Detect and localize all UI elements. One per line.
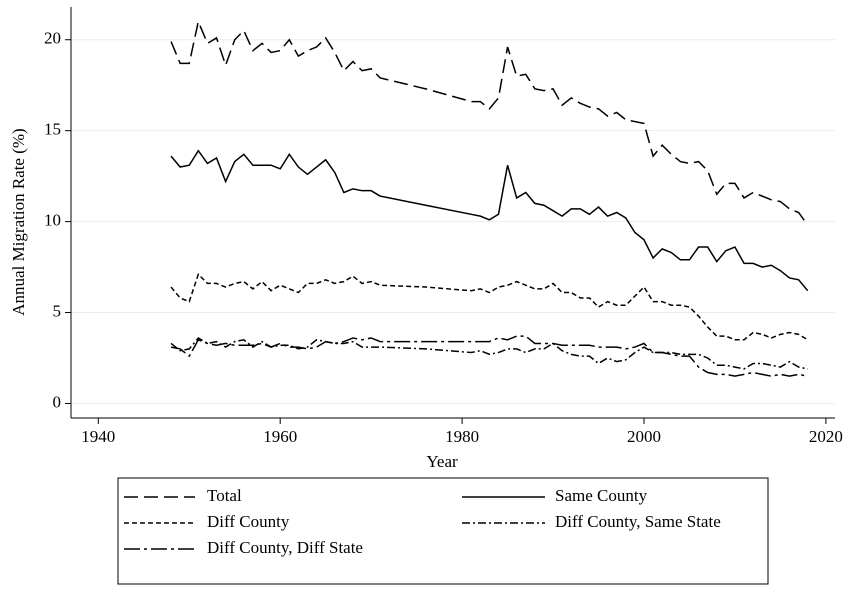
legend-label: Diff County, Diff State (207, 538, 363, 557)
legend-label: Same County (555, 486, 648, 505)
series-line (170, 272, 809, 341)
legend-label: Diff County (207, 512, 290, 531)
x-tick-label: 1980 (445, 427, 479, 446)
series-line (170, 337, 808, 370)
x-tick-label: 1940 (81, 427, 115, 446)
x-axis-title: Year (426, 452, 458, 471)
series-line (170, 335, 808, 377)
series-line (170, 149, 809, 292)
legend-box (117, 477, 769, 585)
legend-label: Diff County, Same State (555, 512, 721, 531)
y-axis-title: Annual Migration Rate (%) (9, 128, 28, 315)
y-tick-label: 0 (53, 392, 62, 411)
y-tick-label: 20 (44, 29, 61, 48)
legend-label: Total (207, 486, 242, 505)
series-line (170, 19, 809, 226)
x-tick-label: 1960 (263, 427, 297, 446)
y-tick-label: 5 (53, 301, 62, 320)
y-tick-label: 15 (44, 120, 61, 139)
x-tick-label: 2020 (809, 427, 843, 446)
y-tick-label: 10 (44, 210, 61, 229)
x-tick-label: 2000 (627, 427, 661, 446)
